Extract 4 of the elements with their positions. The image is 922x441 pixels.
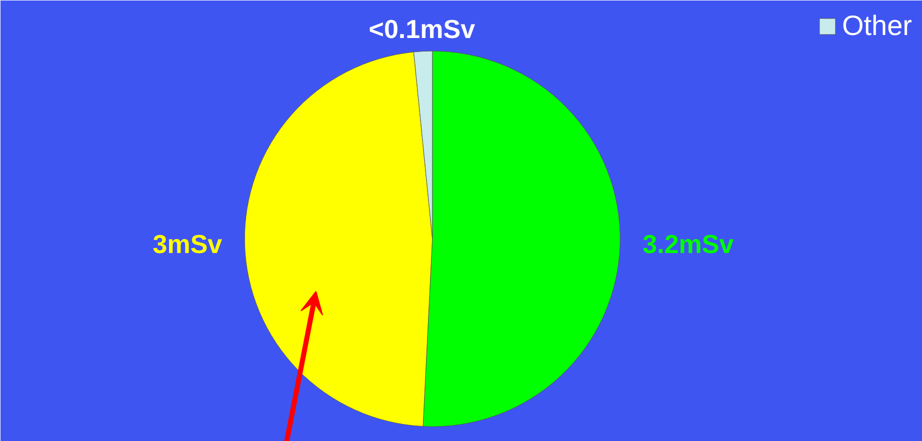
legend-label: Other [842,10,912,42]
data-label: 3.2mSv [642,229,734,260]
data-label: <0.1mSv [368,14,476,44]
data-label: 3mSv [152,229,223,260]
